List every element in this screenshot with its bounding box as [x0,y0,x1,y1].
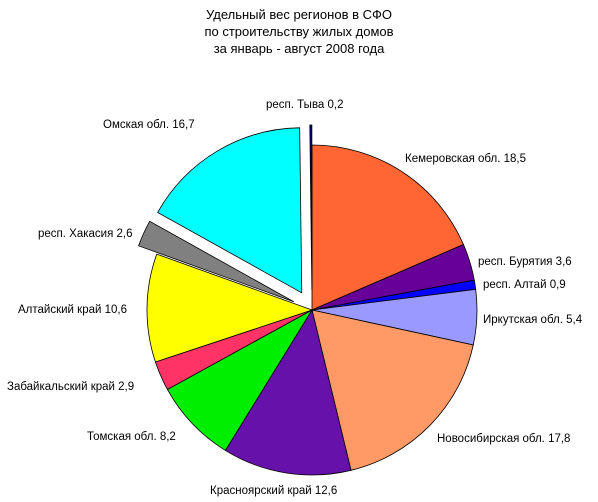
pie-slice-9 [146,253,314,363]
slice-label-4: Иркутская обл. 5,4 [483,314,583,326]
slice-label-3: респ. Алтай 0,9 [483,279,566,291]
pie-labels: Кемеровская обл. 18,5 респ. Бурятия 3,6 ре… [7,99,583,497]
pie-slice-6 [224,308,352,476]
slice-label-7: Томская обл. 8,2 [87,431,176,443]
pie-slices [138,124,478,476]
pie-slice-5 [311,309,474,471]
slice-label-5: Новосибирская обл. 17,8 [437,433,570,445]
slice-label-10: респ. Хакасия 2,6 [38,228,133,240]
slice-label-8: Забайкальский край 2,9 [7,381,134,393]
chart-title-line-2: по строительству жилых домов [204,24,393,39]
pie-slice-12 [309,124,313,291]
slice-label-6: Красноярский край 12,6 [210,485,337,497]
slice-label-9: Алтайский край 10,6 [18,304,127,316]
pie-slice-1 [311,144,464,311]
slice-label-12: респ. Тыва 0,2 [266,99,344,111]
slice-label-11: Омская обл. 16,7 [103,119,195,131]
chart-title-line-1: Удельный вес регионов в СФО [206,7,392,22]
slice-label-1: Кемеровская обл. 18,5 [405,153,526,165]
pie-slice-10 [138,220,294,303]
slice-label-2: респ. Бурятия 3,6 [478,256,572,268]
chart-title-line-3: за январь - август 2008 года [214,41,385,56]
pie-slice-11 [157,127,303,294]
